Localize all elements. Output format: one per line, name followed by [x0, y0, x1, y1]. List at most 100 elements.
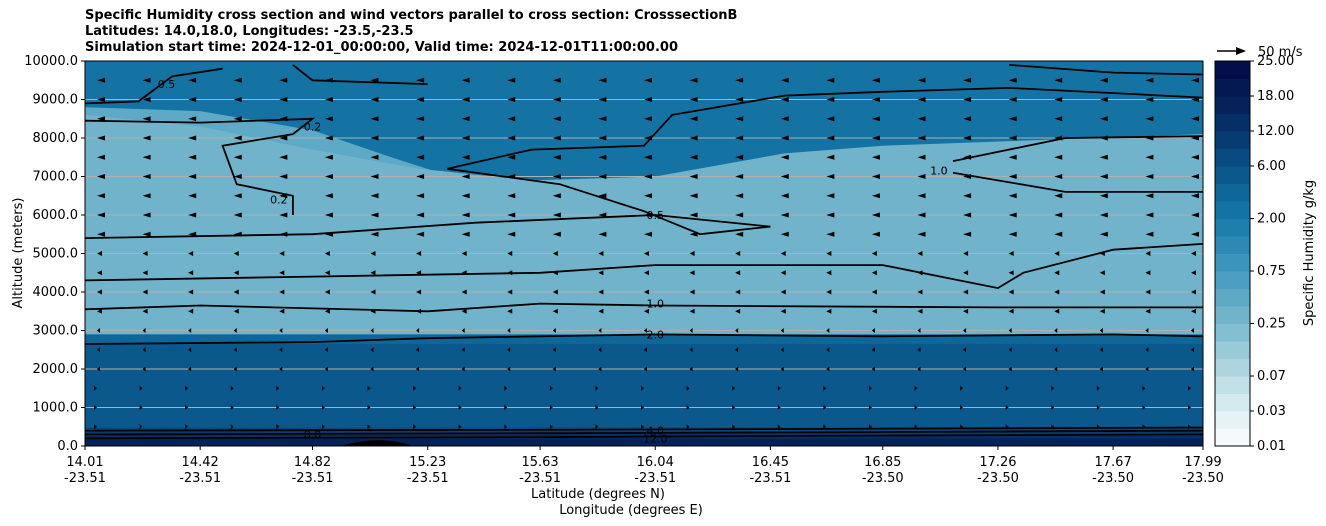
y-tick-label: 8000.0 [33, 131, 79, 146]
wind-vector [826, 97, 835, 102]
wind-vector [1191, 212, 1199, 218]
wind-vector [871, 347, 875, 353]
wind-vector [871, 289, 877, 295]
x-tick-label-lat: 14.01 [66, 455, 103, 470]
wind-vector [233, 97, 242, 102]
wind-vector [416, 212, 425, 218]
wind-vector [826, 231, 835, 237]
colorbar-segment [1215, 131, 1250, 149]
wind-vector [1099, 231, 1108, 237]
x-tick-label-lon: -23.51 [634, 471, 676, 486]
wind-vector [960, 405, 964, 410]
y-tick-label: 1000.0 [33, 401, 79, 416]
wind-vector [963, 366, 967, 372]
wind-vector [1145, 116, 1154, 122]
x-tick-label-lat: 16.85 [864, 455, 901, 470]
wind-vector [689, 135, 698, 141]
wind-vector [461, 193, 470, 199]
wind-vector [598, 193, 607, 199]
wind-vector [97, 366, 100, 372]
wind-vector [598, 308, 604, 314]
wind-vector [230, 405, 234, 410]
wind-vector [686, 405, 690, 410]
wind-vector [1008, 116, 1017, 122]
wind-vector [595, 405, 599, 410]
wind-vector [1191, 308, 1196, 314]
wind-vector [1008, 193, 1017, 199]
wind-vector [188, 174, 197, 179]
wind-vector [686, 424, 690, 430]
x-tick-label-lat: 17.99 [1184, 455, 1221, 470]
contour-line [85, 333, 1203, 345]
wind-vector [735, 231, 744, 237]
y-tick-label: 6000.0 [33, 208, 79, 223]
colorbar-segment [1215, 253, 1250, 272]
wind-vector [507, 231, 516, 237]
wind-vector [142, 212, 151, 218]
contour-label: 4.0 [646, 425, 664, 438]
colorbar-segment [1215, 183, 1250, 202]
wind-vector [1099, 97, 1108, 102]
wind-vector [416, 251, 422, 256]
wind-vector [279, 308, 285, 314]
wind-vector [871, 135, 880, 141]
wind-vector [233, 77, 242, 83]
wind-vector [871, 193, 880, 199]
quiver-key-arrowhead [1236, 47, 1246, 55]
wind-vector [598, 212, 607, 218]
wind-vector [826, 116, 835, 122]
wind-vector [233, 366, 237, 372]
wind-vector [233, 328, 237, 333]
wind-vector [963, 251, 969, 256]
wind-vector [780, 289, 786, 295]
colorbar-tick-label: 0.01 [1257, 439, 1286, 454]
wind-vector [321, 385, 325, 391]
wind-vector [826, 270, 832, 276]
wind-vector [1054, 270, 1060, 276]
wind-vector [367, 405, 371, 410]
wind-vector [324, 289, 330, 295]
wind-vector [917, 328, 921, 333]
colorbar-tick-label: 18.00 [1257, 89, 1294, 104]
wind-vector [139, 405, 143, 410]
wind-vector [461, 328, 465, 333]
wind-vector [1142, 385, 1146, 391]
wind-vector [188, 251, 194, 256]
wind-vector [644, 231, 652, 237]
wind-vector [644, 270, 649, 276]
wind-vector [780, 97, 789, 102]
wind-vector [1005, 405, 1009, 410]
wind-vector [1188, 385, 1191, 391]
wind-vector [871, 77, 880, 83]
x-tick-label-lat: 17.67 [1095, 455, 1132, 470]
wind-vector [279, 328, 283, 333]
wind-vector [324, 366, 328, 372]
y-tick-label: 3000.0 [33, 324, 79, 339]
wind-vector [689, 154, 698, 160]
wind-vector [324, 270, 330, 276]
wind-vector [644, 154, 652, 160]
colorbar-segment [1215, 61, 1250, 79]
wind-vector [780, 116, 789, 122]
wind-vector [868, 385, 872, 391]
wind-vector [1145, 308, 1151, 314]
wind-vector [324, 347, 328, 353]
wind-vector [279, 212, 288, 218]
wind-vector [1191, 251, 1196, 256]
wind-vector [689, 289, 695, 295]
x-tick-label-lat: 16.45 [752, 455, 789, 470]
wind-vector [97, 270, 102, 276]
wind-vector [826, 212, 835, 218]
wind-vector [97, 174, 105, 179]
contour-line [85, 433, 1203, 440]
wind-vector [142, 193, 151, 199]
wind-vector [871, 251, 877, 256]
wind-vector [644, 193, 652, 199]
contour-line [85, 67, 223, 105]
x-tick-label-lon: -23.50 [977, 471, 1019, 486]
wind-vector [1054, 289, 1060, 295]
contour-line [952, 171, 1203, 193]
wind-vector [233, 289, 239, 295]
x-tick-label-lat: 14.82 [294, 455, 331, 470]
x-tick-label-lon: -23.51 [179, 471, 221, 486]
